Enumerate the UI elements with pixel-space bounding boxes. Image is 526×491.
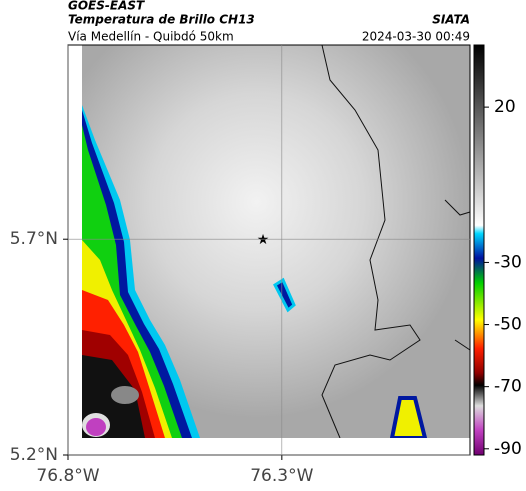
colorbar-tick-label: -90 — [494, 439, 522, 459]
colorbar-tick-label: -50 — [494, 315, 522, 335]
colorbar-tick-label: -30 — [494, 252, 522, 272]
svg-text:★: ★ — [257, 232, 270, 248]
route: Vía Medellín - Quibdó 50km — [68, 30, 234, 44]
timestamp: 2024-03-30 00:49 — [362, 30, 470, 44]
colorbar-tick-label: 20 — [494, 97, 516, 117]
satellite-image: ★ — [68, 44, 471, 455]
x-tick-label: 76.3°W — [250, 466, 313, 486]
y-tick-label: 5.2°N — [10, 445, 58, 465]
agency: SIATA — [432, 13, 470, 27]
x-tick-label: 76.8°W — [36, 466, 99, 486]
source-title: GOES-EAST — [68, 0, 145, 13]
y-tick-label: 5.7°N — [10, 229, 58, 249]
product-title: Temperatura de Brillo CH13 — [68, 13, 255, 27]
colorbar-tick-label: -70 — [494, 377, 522, 397]
colorbar — [473, 44, 485, 456]
